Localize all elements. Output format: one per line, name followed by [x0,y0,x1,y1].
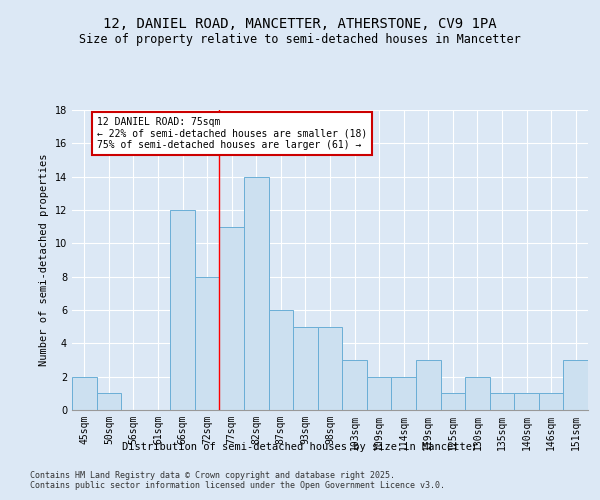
Bar [465,376,490,410]
Bar [244,176,269,410]
Bar [416,360,440,410]
Y-axis label: Number of semi-detached properties: Number of semi-detached properties [39,154,49,366]
Text: Size of property relative to semi-detached houses in Mancetter: Size of property relative to semi-detach… [79,32,521,46]
Bar [391,376,416,410]
Bar [72,376,97,410]
Text: 12, DANIEL ROAD, MANCETTER, ATHERSTONE, CV9 1PA: 12, DANIEL ROAD, MANCETTER, ATHERSTONE, … [103,18,497,32]
Bar [293,326,318,410]
Bar [514,394,539,410]
Bar [342,360,367,410]
Bar [440,394,465,410]
Bar [563,360,588,410]
Bar [490,394,514,410]
Bar [97,394,121,410]
Bar [195,276,220,410]
Text: Contains HM Land Registry data © Crown copyright and database right 2025.: Contains HM Land Registry data © Crown c… [30,471,395,480]
Bar [269,310,293,410]
Bar [170,210,195,410]
Bar [367,376,391,410]
Bar [318,326,342,410]
Text: 12 DANIEL ROAD: 75sqm
← 22% of semi-detached houses are smaller (18)
75% of semi: 12 DANIEL ROAD: 75sqm ← 22% of semi-deta… [97,116,367,150]
Text: Contains public sector information licensed under the Open Government Licence v3: Contains public sector information licen… [30,481,445,490]
Bar [539,394,563,410]
Bar [220,226,244,410]
Text: Distribution of semi-detached houses by size in Mancetter: Distribution of semi-detached houses by … [122,442,478,452]
